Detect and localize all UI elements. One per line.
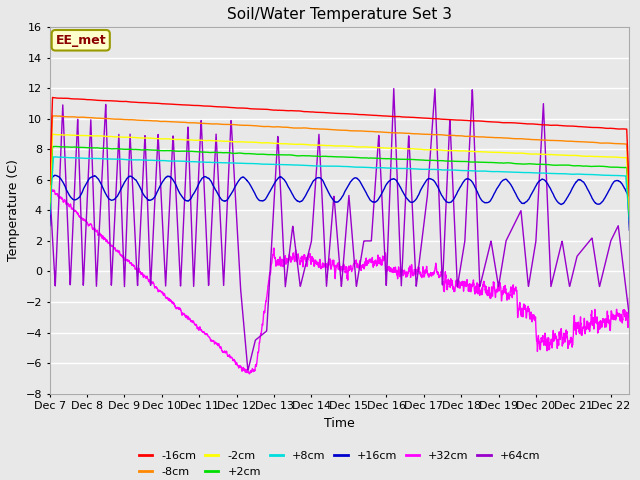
Text: EE_met: EE_met — [56, 34, 106, 47]
Title: Soil/Water Temperature Set 3: Soil/Water Temperature Set 3 — [227, 7, 452, 22]
Y-axis label: Temperature (C): Temperature (C) — [7, 159, 20, 262]
Legend: -16cm, -8cm, -2cm, +2cm, +8cm, +16cm, +32cm, +64cm: -16cm, -8cm, -2cm, +2cm, +8cm, +16cm, +3… — [134, 447, 545, 480]
X-axis label: Time: Time — [324, 417, 355, 430]
